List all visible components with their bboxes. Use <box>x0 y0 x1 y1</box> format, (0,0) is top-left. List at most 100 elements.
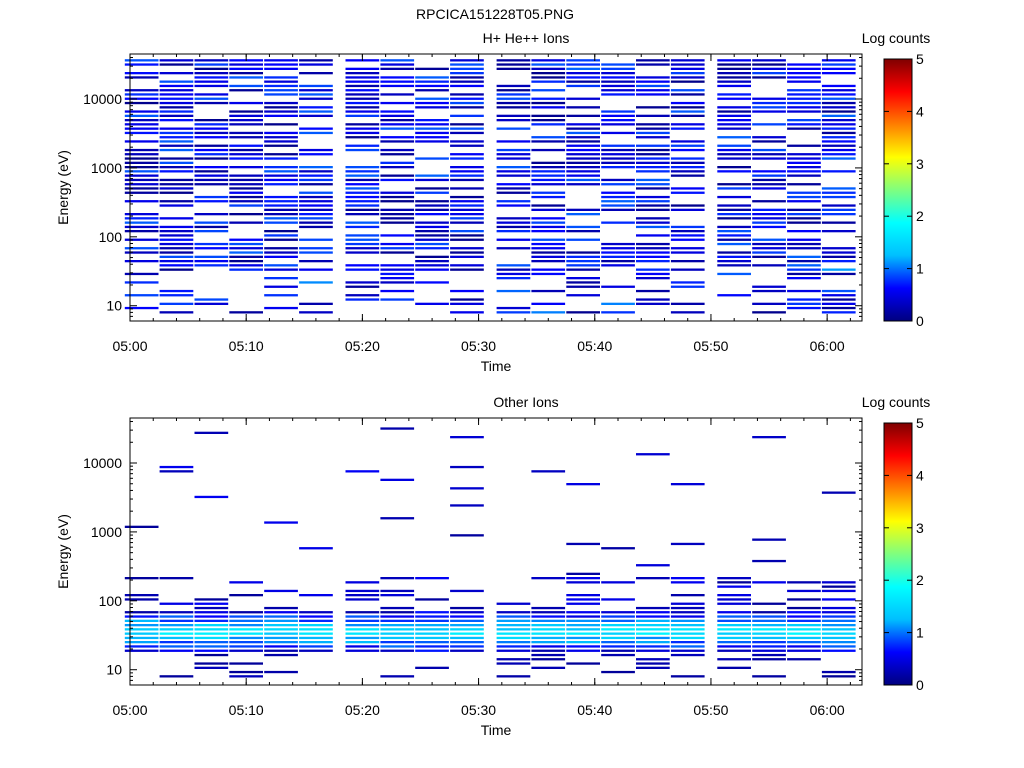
figure-title: RPCICA151228T05.PNG <box>416 6 574 22</box>
heatmap-cell <box>566 624 600 627</box>
heatmap-cell <box>345 106 380 109</box>
heatmap-cell <box>159 268 194 271</box>
heatmap-cell <box>194 628 229 631</box>
heatmap-cell <box>124 306 159 310</box>
heatmap-cell <box>496 658 531 661</box>
heatmap-cell <box>415 89 449 92</box>
heatmap-cell <box>636 606 670 610</box>
heatmap-cell <box>159 136 194 139</box>
heatmap-cell <box>124 183 159 186</box>
heatmap-cell <box>531 101 566 105</box>
heatmap-cell <box>299 84 333 88</box>
heatmap-cell <box>531 470 566 473</box>
heatmap-cell <box>450 97 484 100</box>
heatmap-cell <box>264 285 298 288</box>
heatmap-cell <box>450 619 484 622</box>
heatmap-cell <box>194 76 229 79</box>
heatmap-cell <box>229 204 263 207</box>
heatmap-cell <box>380 63 415 66</box>
heatmap-cell <box>717 195 751 199</box>
heatmap-cell <box>299 302 333 305</box>
heatmap-cell <box>601 260 635 263</box>
heatmap-cell <box>752 170 786 173</box>
heatmap-cell <box>636 178 670 182</box>
heatmap-cell <box>636 131 670 135</box>
heatmap-cell <box>229 594 263 597</box>
heatmap-cell <box>345 470 380 473</box>
heatmap-cell <box>415 221 449 224</box>
heatmap-cell <box>717 166 751 169</box>
heatmap-cell <box>670 63 705 66</box>
heatmap-cell <box>194 123 229 126</box>
heatmap-cell <box>787 157 821 160</box>
heatmap-cell <box>566 114 600 117</box>
heatmap-cell <box>299 183 333 186</box>
heatmap-cell <box>345 624 380 627</box>
heatmap-cell <box>450 624 484 627</box>
heatmap-cell <box>717 127 751 130</box>
heatmap-cell <box>821 127 856 130</box>
heatmap-cell <box>601 144 635 147</box>
heatmap-cell <box>299 89 333 92</box>
heatmap-cell <box>636 289 670 293</box>
heatmap-cell <box>717 666 751 669</box>
heatmap-cell <box>450 255 484 258</box>
heatmap-cell <box>787 153 821 156</box>
heatmap-cell <box>531 80 566 83</box>
heatmap-cell <box>194 93 229 96</box>
heatmap-cell <box>717 114 751 117</box>
heatmap-cell <box>299 636 333 640</box>
heatmap-cell <box>345 641 380 644</box>
heatmap-cell <box>299 628 333 631</box>
heatmap-cell <box>566 153 600 156</box>
heatmap-cell <box>717 144 751 147</box>
heatmap-cell <box>531 653 566 657</box>
heatmap-cell <box>229 183 263 186</box>
heatmap-cell <box>670 483 705 486</box>
y-tick-label: 1000 <box>91 524 122 540</box>
x-tick-label: 05:10 <box>229 338 264 354</box>
heatmap-cell <box>264 606 298 610</box>
heatmap-cell <box>124 230 159 233</box>
heatmap-cell <box>601 670 635 674</box>
heatmap-cell <box>380 247 415 250</box>
heatmap-cell <box>229 611 263 614</box>
heatmap-cell <box>566 628 600 631</box>
heatmap-cell <box>821 110 856 113</box>
heatmap-cell <box>124 577 159 580</box>
heatmap-cell <box>380 427 415 430</box>
heatmap-cell <box>124 632 159 635</box>
colorbar-tick-label: 4 <box>916 103 924 119</box>
heatmap-cell <box>531 148 566 152</box>
heatmap-cell <box>601 183 635 186</box>
heatmap-cell <box>787 589 821 593</box>
heatmap-cell <box>450 72 484 75</box>
heatmap-cell <box>670 101 705 105</box>
heatmap-cell <box>821 619 856 622</box>
heatmap-cell <box>601 76 635 79</box>
heatmap-cell <box>450 289 484 293</box>
heatmap-cell <box>717 624 751 627</box>
heatmap-cell <box>717 84 751 88</box>
heatmap-cell <box>752 264 786 267</box>
heatmap-cell <box>159 217 194 220</box>
heatmap-cell <box>194 649 229 652</box>
heatmap-cell <box>299 547 333 550</box>
heatmap-cell <box>752 559 786 563</box>
heatmap-cell <box>787 217 821 220</box>
heatmap-cell <box>415 238 449 241</box>
heatmap-cell <box>124 114 159 117</box>
heatmap-cell <box>566 140 600 143</box>
heatmap-cell <box>264 136 298 139</box>
heatmap-cell <box>601 84 635 88</box>
heatmap-cell <box>450 589 484 593</box>
heatmap-cell <box>636 136 670 139</box>
heatmap-cell <box>159 649 194 652</box>
heatmap-cell <box>159 110 194 113</box>
heatmap-cell <box>717 80 751 83</box>
heatmap-cell <box>566 294 600 297</box>
x-axis-label: Time <box>481 358 512 374</box>
heatmap-cell <box>752 67 786 70</box>
heatmap-cell <box>124 174 159 177</box>
heatmap-cell <box>821 59 856 62</box>
